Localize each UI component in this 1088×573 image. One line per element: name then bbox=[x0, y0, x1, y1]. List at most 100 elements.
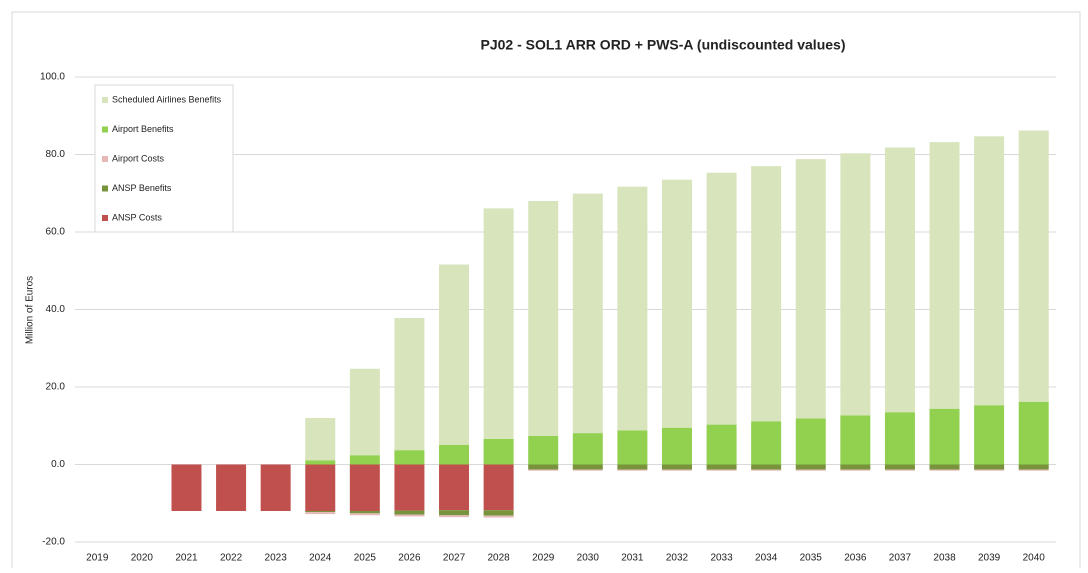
bar-segment bbox=[929, 469, 960, 471]
x-tick-label: 2034 bbox=[755, 553, 778, 564]
bar-segment bbox=[795, 418, 826, 465]
bar-segment bbox=[349, 511, 380, 514]
bar-segment bbox=[929, 142, 960, 409]
bar-segment bbox=[305, 418, 336, 461]
legend-box bbox=[94, 84, 234, 233]
legend-swatch bbox=[102, 97, 108, 103]
x-tick-label: 2020 bbox=[131, 553, 154, 564]
bar-segment bbox=[617, 186, 648, 431]
bar-segment bbox=[439, 515, 470, 518]
x-tick-label: 2029 bbox=[532, 553, 555, 564]
x-tick-label: 2032 bbox=[666, 553, 689, 564]
bar-segment bbox=[751, 166, 782, 422]
x-tick-label: 2030 bbox=[577, 553, 600, 564]
legend-label: Airport Benefits bbox=[112, 124, 174, 134]
y-tick-label: -20.0 bbox=[42, 537, 65, 548]
bar-segment bbox=[483, 438, 514, 465]
bar-segment bbox=[572, 193, 603, 434]
bar-segment bbox=[706, 172, 737, 425]
x-tick-label: 2021 bbox=[175, 553, 198, 564]
bar-segment bbox=[528, 464, 559, 470]
bar-segment bbox=[349, 513, 380, 516]
bar-segment bbox=[216, 464, 247, 511]
x-tick-label: 2031 bbox=[621, 553, 644, 564]
bar-segment bbox=[795, 469, 826, 471]
bar-segment bbox=[305, 512, 336, 515]
x-tick-label: 2026 bbox=[398, 553, 421, 564]
bar-segment bbox=[751, 421, 782, 465]
bar-segment bbox=[751, 469, 782, 471]
bar-segment bbox=[572, 469, 603, 471]
bar-segment bbox=[661, 427, 692, 465]
x-tick-label: 2040 bbox=[1023, 553, 1046, 564]
bar-segment bbox=[795, 464, 826, 470]
bar-segment bbox=[528, 435, 559, 465]
y-tick-label: 80.0 bbox=[46, 149, 66, 160]
bar-segment bbox=[884, 147, 915, 413]
x-tick-label: 2035 bbox=[800, 553, 823, 564]
x-tick-label: 2024 bbox=[309, 553, 332, 564]
bar-segment bbox=[394, 450, 425, 465]
x-tick-label: 2027 bbox=[443, 553, 466, 564]
y-tick-label: 0.0 bbox=[51, 459, 65, 470]
x-tick-label: 2019 bbox=[86, 553, 109, 564]
x-tick-label: 2028 bbox=[487, 553, 510, 564]
bar-segment bbox=[394, 464, 425, 511]
bar-segment bbox=[795, 159, 826, 419]
bar-segment bbox=[974, 469, 1005, 471]
legend-swatch bbox=[102, 215, 108, 221]
bar-segment bbox=[483, 510, 514, 516]
bar-segment bbox=[439, 464, 470, 511]
bar-segment bbox=[394, 510, 425, 515]
bar-segment bbox=[617, 430, 648, 465]
bar-segment bbox=[840, 464, 871, 470]
bar-segment bbox=[528, 469, 559, 471]
bar-segment bbox=[840, 153, 871, 416]
bar-segment bbox=[483, 208, 514, 439]
bar-segment bbox=[751, 464, 782, 470]
bar-segment bbox=[661, 469, 692, 471]
bar-segment bbox=[1018, 469, 1049, 471]
x-tick-label: 2036 bbox=[844, 553, 867, 564]
bar-segment bbox=[439, 264, 470, 445]
bar-segment bbox=[840, 469, 871, 471]
bar-segment bbox=[305, 460, 336, 465]
y-tick-label: 100.0 bbox=[40, 72, 65, 83]
y-tick-label: 20.0 bbox=[46, 382, 66, 393]
bar-segment bbox=[572, 433, 603, 465]
bar-segment bbox=[974, 405, 1005, 465]
bar-segment bbox=[349, 464, 380, 511]
bar-segment bbox=[349, 455, 380, 465]
bar-segment bbox=[929, 464, 960, 470]
x-tick-label: 2038 bbox=[933, 553, 956, 564]
bar-segment bbox=[349, 368, 380, 456]
bar-segment bbox=[394, 514, 425, 517]
bar-segment bbox=[572, 464, 603, 470]
legend-swatch bbox=[102, 156, 108, 162]
legend-label: Airport Costs bbox=[112, 153, 165, 163]
y-tick-label: 60.0 bbox=[46, 227, 66, 238]
bar-segment bbox=[439, 510, 470, 516]
bar-segment bbox=[528, 201, 559, 436]
legend-label: Scheduled Airlines Benefits bbox=[112, 94, 222, 104]
x-tick-label: 2022 bbox=[220, 553, 243, 564]
bar-segment bbox=[974, 464, 1005, 470]
bar-segment bbox=[884, 469, 915, 471]
bar-segment bbox=[1018, 401, 1049, 465]
bar-segment bbox=[706, 424, 737, 465]
bar-segment bbox=[706, 464, 737, 470]
x-tick-label: 2025 bbox=[354, 553, 377, 564]
y-tick-label: 40.0 bbox=[46, 304, 66, 315]
bar-segment bbox=[1018, 130, 1049, 402]
x-tick-label: 2037 bbox=[889, 553, 912, 564]
bar-segment bbox=[483, 464, 514, 511]
chart-title: PJ02 - SOL1 ARR ORD + PWS-A (undiscounte… bbox=[481, 37, 846, 53]
bar-segment bbox=[929, 408, 960, 465]
y-axis-label: Million of Euros bbox=[25, 276, 36, 344]
bar-segment bbox=[483, 515, 514, 518]
bar-segment bbox=[661, 464, 692, 470]
x-tick-label: 2039 bbox=[978, 553, 1001, 564]
bar-segment bbox=[439, 444, 470, 465]
legend-label: ANSP Benefits bbox=[112, 183, 172, 193]
